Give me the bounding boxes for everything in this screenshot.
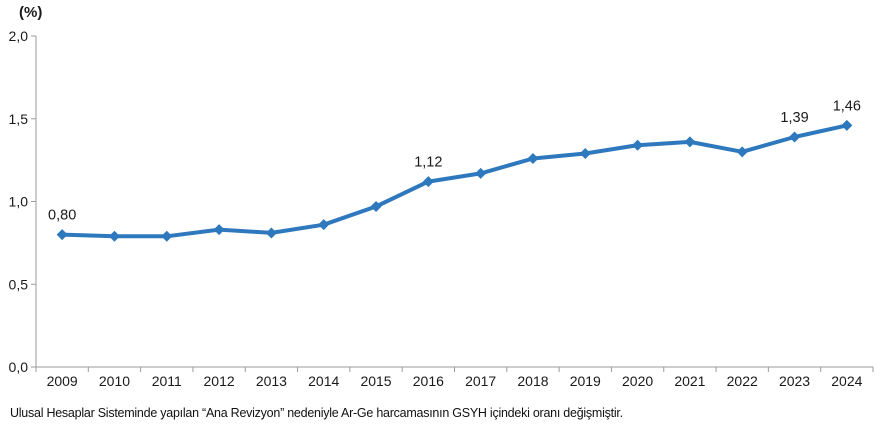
x-axis-year-label: 2019 xyxy=(570,373,601,389)
x-axis-year-label: 2018 xyxy=(517,373,548,389)
data-point-marker xyxy=(475,167,487,179)
y-axis-unit-label: (%) xyxy=(19,4,43,21)
x-axis-year-label: 2015 xyxy=(360,373,391,389)
x-axis-year-label: 2013 xyxy=(256,373,287,389)
data-point-label: 1,39 xyxy=(780,110,808,126)
x-axis-year-label: 2011 xyxy=(152,373,182,389)
data-series-line xyxy=(60,123,849,239)
data-point-marker xyxy=(684,136,696,148)
data-point-marker xyxy=(56,229,68,241)
data-point-marker xyxy=(527,152,539,164)
data-point-label: 0,80 xyxy=(48,208,76,224)
data-point-marker xyxy=(108,230,120,242)
x-axis-year-label: 2017 xyxy=(465,373,496,389)
x-axis-year-label: 2009 xyxy=(47,373,78,389)
x-axis-year-label: 2023 xyxy=(779,373,810,389)
footnote: Ulusal Hesaplar Sisteminde yapılan “Ana … xyxy=(10,406,623,420)
x-axis-year-label: 2012 xyxy=(204,373,235,389)
y-tick-label: 1,0 xyxy=(9,194,29,210)
data-point-marker xyxy=(265,227,277,239)
data-point-marker xyxy=(632,139,644,151)
x-axis-year-label: 2014 xyxy=(308,373,339,389)
y-tick-label: 1,5 xyxy=(9,111,29,127)
data-point-marker xyxy=(213,224,225,236)
data-point-marker xyxy=(736,146,748,158)
y-tick-label: 0,5 xyxy=(9,276,29,292)
data-point-marker xyxy=(841,119,853,131)
x-axis-year-label: 2020 xyxy=(622,373,653,389)
data-point-marker xyxy=(370,200,382,212)
x-axis-year-label: 2010 xyxy=(99,373,130,389)
data-point-marker xyxy=(161,230,173,242)
x-axis-year-label: 2016 xyxy=(413,373,444,389)
y-tick-label: 2,0 xyxy=(9,28,29,44)
data-point-marker xyxy=(579,148,591,160)
line-chart: 0,0 0,5 1,0 1,5 2,0 2009 2010 2011 2012 2013 2014 2… xyxy=(9,28,874,389)
y-tick-label: 0,0 xyxy=(9,359,29,375)
data-point-marker xyxy=(422,176,434,188)
x-axis-year-label: 2022 xyxy=(727,373,758,389)
x-axis-year-label: 2021 xyxy=(674,373,705,389)
x-axis-year-label: 2024 xyxy=(831,373,862,389)
data-point-label: 1,46 xyxy=(833,98,861,114)
data-point-label: 1,12 xyxy=(414,155,442,171)
data-point-marker xyxy=(318,219,330,231)
data-point-marker xyxy=(789,131,801,143)
